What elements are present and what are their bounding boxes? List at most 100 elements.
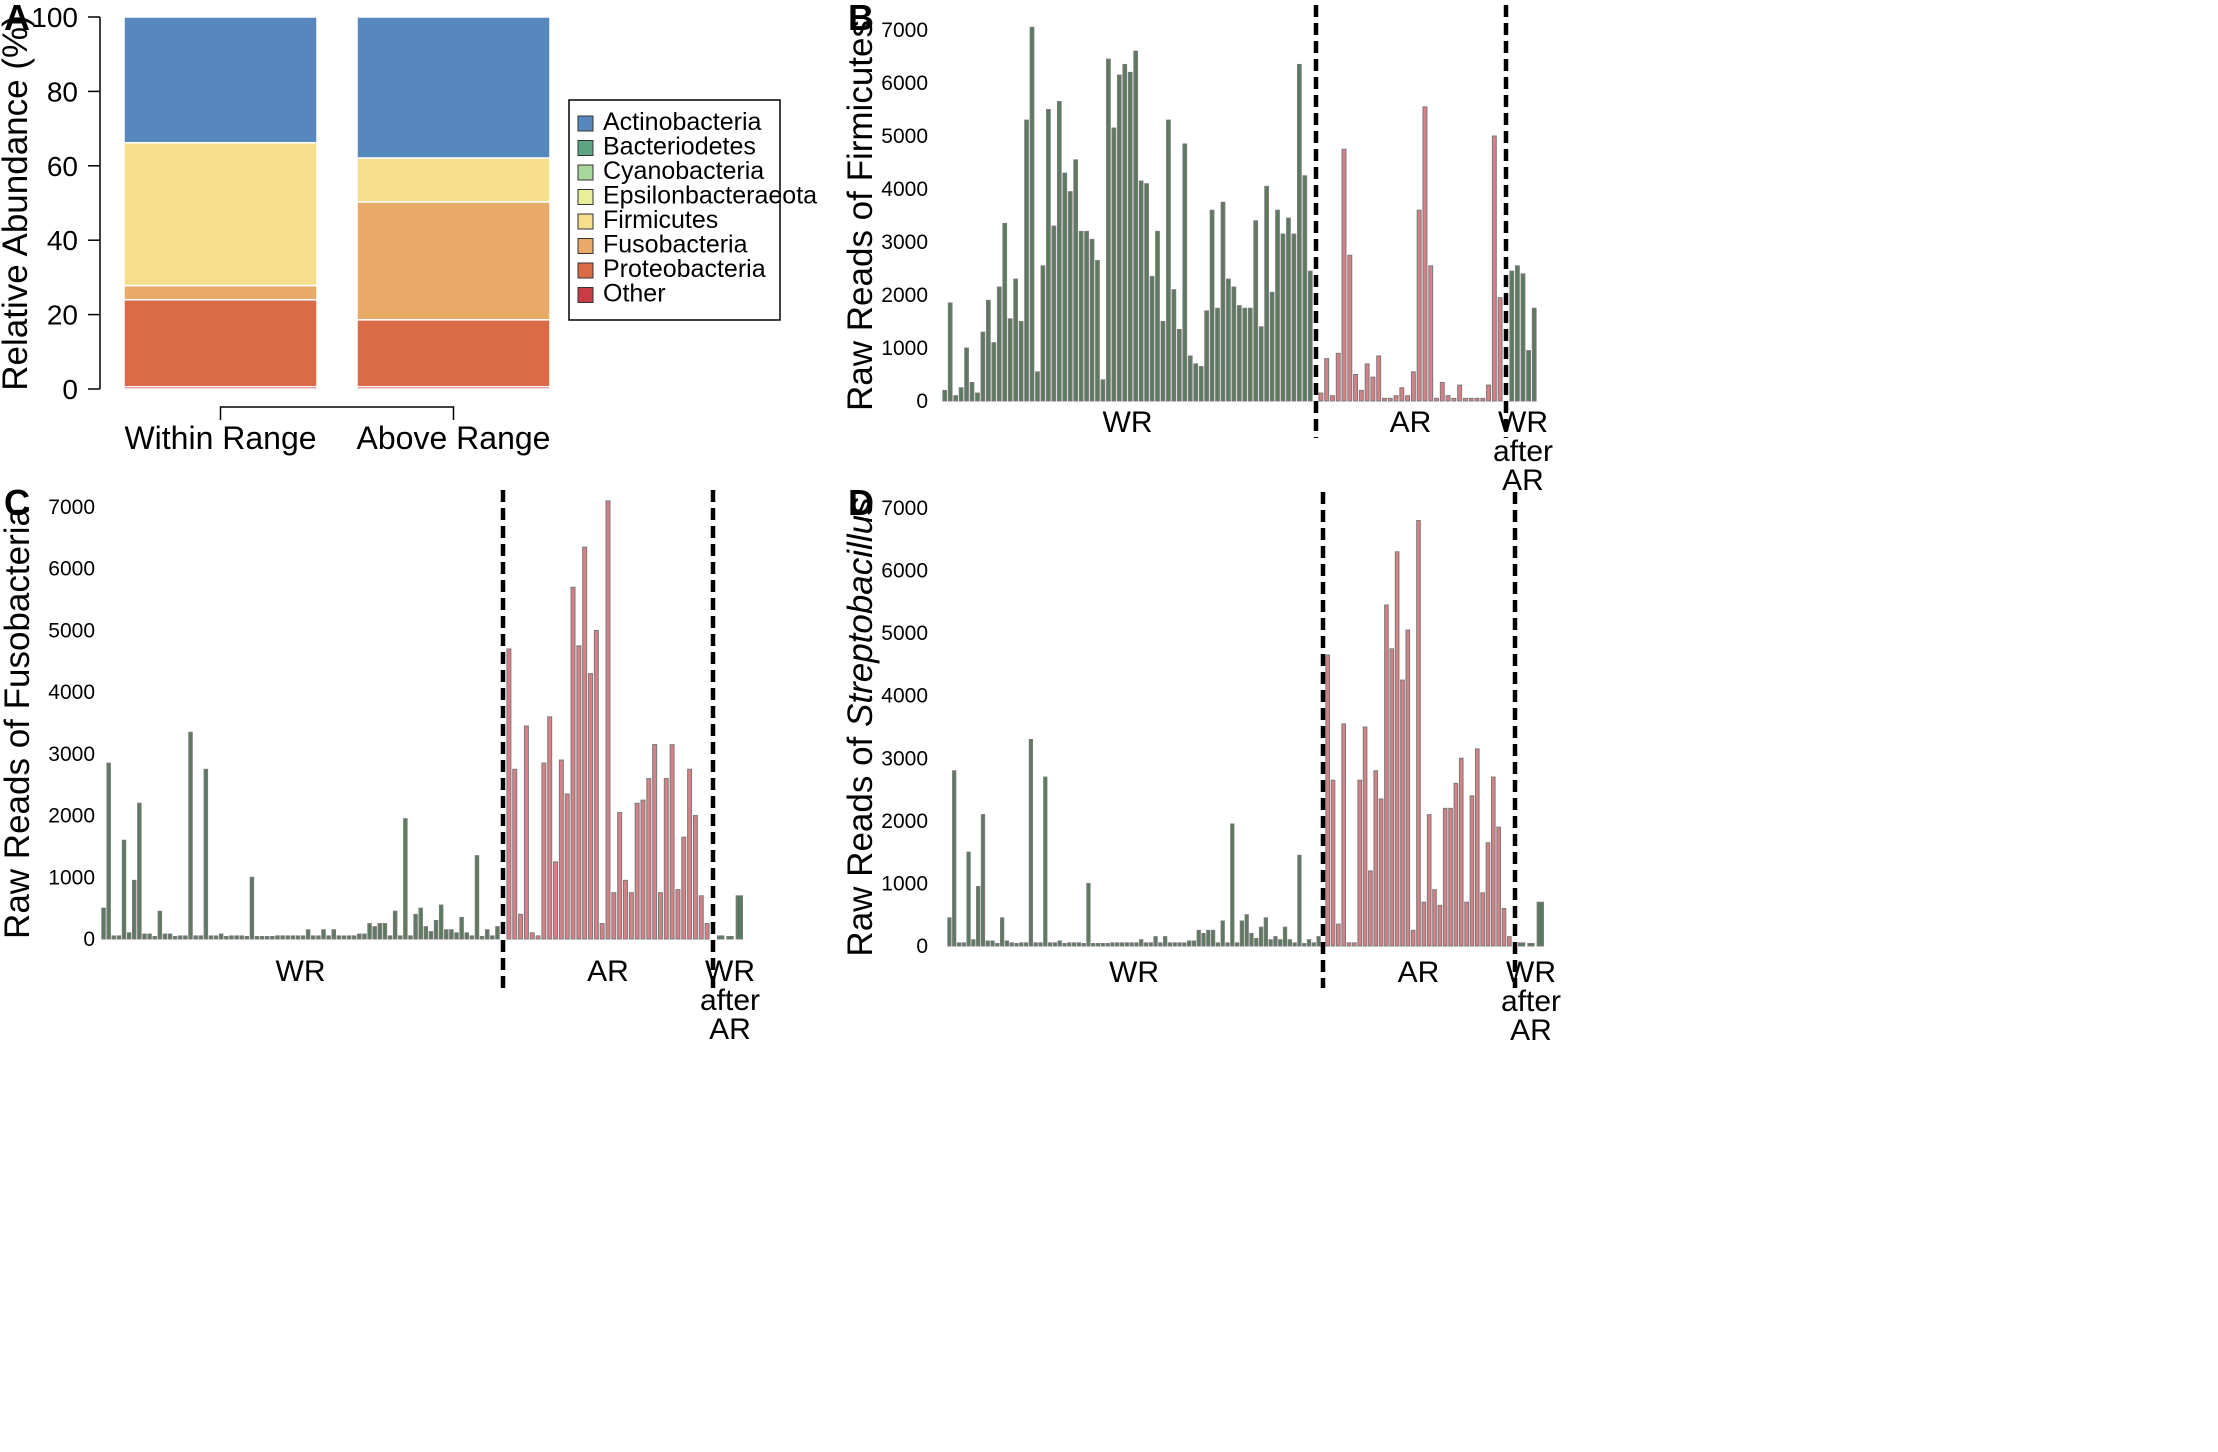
wr-bar <box>1278 939 1283 947</box>
y-tick-label: 3000 <box>881 747 928 770</box>
wr-bar <box>1297 854 1302 947</box>
wr-bar <box>321 929 326 940</box>
legend-label: Firmicutes <box>603 206 718 234</box>
wr-bar <box>1514 265 1520 402</box>
wr-bar <box>1024 119 1029 402</box>
ar-bar <box>1485 842 1491 947</box>
ar-bar <box>1399 387 1405 402</box>
wr-bar <box>1244 914 1249 947</box>
x-category-label: Above Range <box>357 420 551 456</box>
group-label: WR <box>1103 406 1153 439</box>
wr-bar <box>1264 185 1269 402</box>
wr-bar <box>1302 943 1307 947</box>
wr-bar <box>1536 901 1545 947</box>
wr-bar <box>1084 230 1089 402</box>
ar-bar <box>1378 798 1384 947</box>
ar-bar <box>1469 795 1475 947</box>
wr-bar <box>1122 63 1128 402</box>
wr-bar <box>157 910 163 940</box>
wr-bar <box>1193 363 1199 402</box>
wr-bar <box>1035 371 1040 402</box>
ar-bar <box>1335 352 1341 402</box>
wr-bar <box>1210 929 1216 947</box>
wr-bar <box>132 879 137 940</box>
wr-bar <box>1076 942 1081 947</box>
wr-bar <box>162 933 168 940</box>
wr-bar <box>1040 265 1046 402</box>
ar-bar <box>1496 826 1501 947</box>
y-tick-label: 5000 <box>881 622 928 645</box>
group-label: AR <box>1502 464 1544 497</box>
ar-bar <box>1442 807 1448 947</box>
wr-bar <box>249 876 255 940</box>
y-tick-label: 2000 <box>881 810 928 833</box>
ar-bar <box>1458 757 1464 947</box>
wr-bar <box>1014 943 1019 947</box>
ar-bar <box>1346 942 1352 947</box>
ar-bar <box>1384 604 1389 947</box>
ar-bar <box>1358 389 1364 402</box>
wr-bar <box>239 935 244 940</box>
wr-bar <box>1153 936 1158 947</box>
ar-bar <box>588 673 593 940</box>
wr-bar <box>111 935 117 940</box>
ar-bar <box>1416 520 1421 947</box>
legend-swatch <box>577 164 594 181</box>
stacked-bar-segment-firmicutes <box>123 141 318 287</box>
y-tick-label: 2000 <box>48 805 95 828</box>
wr-bar <box>1071 942 1077 947</box>
wr-bar <box>1263 917 1268 947</box>
wr-bar <box>1043 776 1048 947</box>
wr-bar <box>377 923 383 940</box>
ar-bar <box>1439 381 1445 402</box>
ar-bar <box>1368 870 1373 947</box>
wr-bar <box>1182 143 1188 402</box>
wr-bar <box>224 936 229 940</box>
wr-bar <box>316 935 321 940</box>
ar-bar <box>1490 776 1496 947</box>
wr-bar <box>1078 230 1084 402</box>
y-axis-title: Raw Reads of Firmicutes <box>841 20 880 411</box>
y-tick-label: 100 <box>31 2 78 33</box>
ar-bar <box>1464 901 1469 947</box>
wr-bar <box>1111 127 1117 402</box>
wr-bar <box>218 933 224 940</box>
legend-swatch <box>577 262 594 279</box>
group-label: AR <box>709 1013 751 1046</box>
wr-bar <box>152 936 157 940</box>
wr-bar <box>1172 942 1177 947</box>
wr-bar <box>137 802 142 940</box>
wr-bar <box>1291 233 1297 402</box>
wr-bar <box>1526 350 1532 402</box>
wr-bar <box>1247 307 1253 402</box>
wr-bar <box>964 347 969 402</box>
ar-bar <box>1364 363 1370 402</box>
wr-bar <box>172 936 178 940</box>
ar-bar <box>518 913 524 940</box>
wr-bar <box>1100 943 1105 947</box>
legend-swatch <box>577 287 594 303</box>
panel-letter: A <box>4 0 30 38</box>
wr-bar <box>1286 217 1291 402</box>
y-tick-label: 6000 <box>48 558 95 581</box>
wr-bar <box>1029 26 1035 402</box>
ar-bar <box>1405 629 1411 947</box>
wr-bar <box>1051 225 1057 402</box>
ar-bar <box>576 645 582 940</box>
wr-bar <box>106 762 111 940</box>
wr-bar <box>1134 942 1139 947</box>
wr-bar <box>101 907 106 940</box>
wr-bar <box>474 855 480 940</box>
ar-bar <box>529 932 535 940</box>
wr-bar <box>1177 942 1182 947</box>
y-axis-title-part: Raw Reads of <box>841 727 880 957</box>
wr-bar <box>147 933 152 940</box>
wr-bar <box>1023 942 1029 947</box>
ar-bar <box>1373 770 1379 947</box>
wr-bar <box>1196 929 1201 947</box>
ar-bar <box>1480 397 1486 402</box>
ar-bar <box>687 768 693 940</box>
wr-bar <box>229 935 234 940</box>
